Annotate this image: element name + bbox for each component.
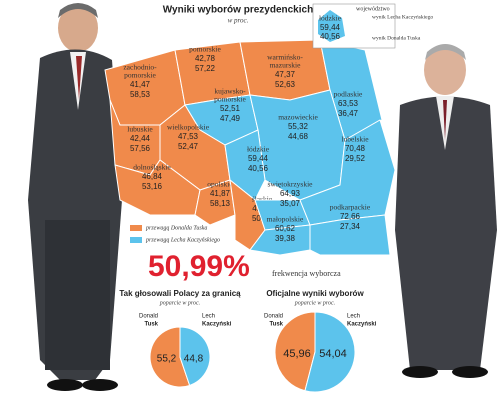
region <box>194 179 236 226</box>
pie-name: Donald <box>264 314 283 320</box>
region-k: 41,87 <box>210 189 231 198</box>
region-name: dolnośląskie <box>133 163 171 172</box>
region-k: 63,53 <box>338 99 359 108</box>
region-name: lubelskie <box>341 135 369 144</box>
region-k: 59,44 <box>248 154 269 163</box>
pie-name: Tusk <box>269 322 283 328</box>
region-k: 52,51 <box>220 104 241 113</box>
pie-value-label: 54,04 <box>319 348 347 360</box>
region-t: 53,16 <box>142 182 163 191</box>
region-name: śląskie <box>252 195 273 204</box>
region-t: 29,52 <box>345 154 366 163</box>
legend-label: przewagą Donalda Tuska <box>145 225 207 231</box>
pie-slice <box>304 311 356 393</box>
region-k: 46,84 <box>142 172 163 181</box>
pie-name: Donald <box>139 314 158 320</box>
pie-slice <box>274 311 316 392</box>
pie-name: Tusk <box>144 322 158 328</box>
region-t: 40,56 <box>248 164 269 173</box>
pie-value-label: 45,96 <box>283 348 311 360</box>
region-name: podkarpackie <box>330 203 371 212</box>
region-name: pomorskie <box>189 45 221 54</box>
region-k: 72,66 <box>340 212 361 221</box>
pie-name: Kaczyński <box>347 322 377 328</box>
region-k: 42,78 <box>195 54 216 63</box>
region-name: pomorskie <box>214 95 246 104</box>
region-name: lubuskie <box>127 125 153 134</box>
key-k: wynik Lecha Kaczyńskiego <box>372 14 433 20</box>
key: województwo wynik Lecha Kaczyńskiego wyn… <box>312 3 433 49</box>
region-name: kujawsko- <box>214 87 246 96</box>
region-t: 36,47 <box>338 109 359 118</box>
pie-subtitle: poparcie w proc. <box>159 300 200 306</box>
region-t: 44,68 <box>288 132 309 141</box>
region-name: łódzkie <box>247 145 270 154</box>
region-name: świętokrzyskie <box>268 180 314 189</box>
pies: Tak głosowali Polacy za granicą poparcie … <box>119 289 377 393</box>
turnout-value: 50,99% <box>148 250 250 283</box>
pie-name: Lech <box>202 314 215 320</box>
photo-left <box>28 3 122 391</box>
key-region: województwo <box>356 6 390 12</box>
region-k: 70,48 <box>345 144 366 153</box>
pie-name: Lech <box>347 314 360 320</box>
pie-value-label: 44,8 <box>184 354 204 365</box>
region-t: 58,13 <box>210 199 231 208</box>
region-k: 42,44 <box>130 134 151 143</box>
key-t: wynik Donalda Tuska <box>372 35 421 41</box>
region-t: 57,22 <box>195 64 216 73</box>
key-example-name: łódzkie <box>319 14 342 23</box>
legend: przewagą Donalda Tuska przewagą Lecha Kac… <box>130 225 220 243</box>
pie-slice <box>179 326 211 387</box>
title: Wyniki wyborów prezydenckich <box>163 5 313 16</box>
region-name: wielkopolskie <box>167 123 210 132</box>
region-name: warmińsko- <box>267 53 303 62</box>
region-t: 27,34 <box>340 222 361 231</box>
pie-value-label: 55,2 <box>157 354 177 365</box>
region-name: pomorskie <box>124 71 156 80</box>
legend-label: przewagą Lecha Kaczyńskiego <box>145 237 220 243</box>
region-name: mazurskie <box>270 61 301 70</box>
key-example-t: 40,56 <box>320 32 341 41</box>
region-name: mazowieckie <box>278 113 318 122</box>
region-name: opolskie <box>207 180 233 189</box>
region-t: 35,07 <box>280 199 301 208</box>
region-name: podlaskie <box>334 90 363 99</box>
region-k: 55,32 <box>288 122 309 131</box>
legend-swatch <box>130 237 142 243</box>
region-k: 60,62 <box>275 224 296 233</box>
region-t: 57,56 <box>130 144 151 153</box>
region-name: zachodnio- <box>123 63 157 72</box>
region-t: 47,49 <box>220 114 241 123</box>
region <box>309 214 391 256</box>
region-k: 41,47 <box>130 80 151 89</box>
region-k: 64,93 <box>280 189 301 198</box>
region <box>224 129 266 201</box>
subtitle: w proc. <box>228 17 249 25</box>
region-t: 39,38 <box>275 234 296 243</box>
region-t: 58,53 <box>130 90 151 99</box>
pie-title: Oficjalne wyniki wyborów <box>266 289 364 298</box>
pie-title: Tak głosowali Polacy za granicą <box>119 289 241 298</box>
region-t: 52,63 <box>275 80 296 89</box>
map: zachodnio-pomorskie41,4758,53pomorskie42… <box>104 39 396 256</box>
photo-right <box>395 44 497 378</box>
region-name: małopolskie <box>267 215 304 224</box>
key-example-k: 59,44 <box>320 23 341 32</box>
region-t: 52,47 <box>178 142 199 151</box>
pie-subtitle: poparcie w proc. <box>294 300 335 306</box>
region <box>249 224 311 256</box>
pie-name: Kaczyński <box>202 322 232 328</box>
turnout-label: frekwencja wyborcza <box>272 269 341 278</box>
region-k: 47,53 <box>178 132 199 141</box>
legend-swatch <box>130 225 142 231</box>
region-k: 47,37 <box>275 70 296 79</box>
